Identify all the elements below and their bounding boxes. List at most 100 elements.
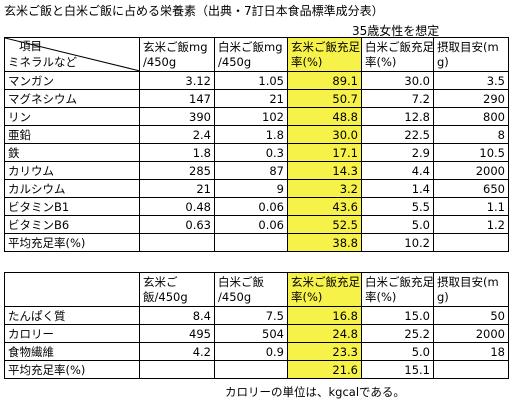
cell: 30.0 xyxy=(361,71,434,90)
cell xyxy=(139,360,215,379)
header-line: /450g xyxy=(218,289,252,304)
corner-top: 項目 xyxy=(19,39,42,53)
cell: 0.63 xyxy=(139,215,215,234)
cell: 504 xyxy=(214,324,288,343)
cell: 0.3 xyxy=(214,143,288,162)
cell: 12.8 xyxy=(361,107,434,126)
row: 平均充足率(%) 21.6 15.1 xyxy=(4,360,509,379)
cell: 3.12 xyxy=(139,71,215,90)
cell: 0.06 xyxy=(214,215,288,234)
cell: 4.2 xyxy=(139,342,215,361)
cell: 1.05 xyxy=(214,71,288,90)
cell: 24.8 xyxy=(287,324,362,343)
corner: 項目 ミネラルなど xyxy=(5,38,139,71)
cell: 3.5 xyxy=(433,71,509,90)
row-label: ビタミンB1 xyxy=(4,197,140,216)
header-line: 率(%) xyxy=(291,289,323,304)
cell: 2000 xyxy=(433,324,509,343)
header-line: /450g xyxy=(143,54,177,69)
row-label: 平均充足率(%) xyxy=(4,233,140,252)
table-1: 項目 ミネラルなど 玄米ご飯mg/450g 白米ご飯mg/450g 玄米ご飯充足 率(%)… xyxy=(4,37,509,252)
cell: 10.2 xyxy=(361,233,434,252)
title: 玄米ご飯と白米ご飯に占める栄養素（出典・7訂日本食品標準成分表） xyxy=(4,4,384,18)
cell: 25.2 xyxy=(361,324,434,343)
cell: 1.8 xyxy=(139,143,215,162)
header-line: 飯/450g xyxy=(143,289,188,304)
row: 鉄 1.8 0.3 17.1 2.9 10.5 xyxy=(4,143,509,162)
row-label: カリウム xyxy=(4,161,140,180)
diagonal xyxy=(5,38,139,71)
cell: 390 xyxy=(139,107,215,126)
cell: 1.1 xyxy=(433,197,509,216)
corner-cell: 項目 ミネラルなど xyxy=(4,37,140,72)
header-line: 摂取目安(m xyxy=(437,39,499,54)
header-line: 玄米ご飯充足 xyxy=(291,274,360,289)
cell: 102 xyxy=(214,107,288,126)
header-row: 項目 ミネラルなど 玄米ご飯mg/450g 白米ご飯mg/450g 玄米ご飯充足 率(%)… xyxy=(4,37,509,72)
cell: 52.5 xyxy=(287,215,362,234)
cell: 15.1 xyxy=(361,360,434,379)
cell xyxy=(214,360,288,379)
column-header: 玄米ご飯mg/450g xyxy=(139,37,215,72)
cell: 0.9 xyxy=(214,342,288,361)
row: カロリー 495 504 24.8 25.2 2000 xyxy=(4,324,509,343)
cell: 3.2 xyxy=(287,179,362,198)
row: 平均充足率(%) 38.8 10.2 xyxy=(4,233,509,252)
row-label: 食物繊維 xyxy=(4,342,140,361)
header-line: 摂取目安(m xyxy=(437,274,499,289)
header-line: g) xyxy=(437,289,449,304)
column-header: 白米ご飯充足 率(%) xyxy=(361,272,434,307)
cell: 1.2 xyxy=(433,215,509,234)
cell: 0.06 xyxy=(214,197,288,216)
cell: 21.6 xyxy=(287,360,362,379)
cell: 1.8 xyxy=(214,125,288,144)
cell xyxy=(139,233,215,252)
row-label: 鉄 xyxy=(4,143,140,162)
cell: 38.8 xyxy=(287,233,362,252)
header-line: 玄米ご飯充足 xyxy=(291,39,360,54)
cell: 290 xyxy=(433,89,509,108)
cell: 30.0 xyxy=(287,125,362,144)
cell: 21 xyxy=(139,179,215,198)
cell: 2.4 xyxy=(139,125,215,144)
row: リン 390 102 48.8 12.8 800 xyxy=(4,107,509,126)
cell: 9 xyxy=(214,179,288,198)
cell: 87 xyxy=(214,161,288,180)
row-label: マグネシウム xyxy=(4,89,140,108)
cell: 14.3 xyxy=(287,161,362,180)
column-header: 摂取目安(m g) xyxy=(433,272,509,307)
row-label: 平均充足率(%) xyxy=(4,360,140,379)
cell: 89.1 xyxy=(287,71,362,90)
row: カルシウム 21 9 3.2 1.4 650 xyxy=(4,179,509,198)
header-line: 白米ご飯 xyxy=(218,274,264,289)
cell xyxy=(433,233,509,252)
header-line: 玄米ご xyxy=(143,274,178,289)
cell: 2.9 xyxy=(361,143,434,162)
cell: 650 xyxy=(433,179,509,198)
row-label: ビタミンB6 xyxy=(4,215,140,234)
header-line: 白米ご飯充足 xyxy=(365,39,434,54)
cell: 23.3 xyxy=(287,342,362,361)
cell: 1.4 xyxy=(361,179,434,198)
corner-cell xyxy=(4,272,140,307)
row-label: リン xyxy=(4,107,140,126)
header-line: 率(%) xyxy=(291,54,323,69)
header-line: 率(%) xyxy=(365,289,397,304)
cell: 10.5 xyxy=(433,143,509,162)
cell: 5.0 xyxy=(361,215,434,234)
cell: 17.1 xyxy=(287,143,362,162)
cell: 50.7 xyxy=(287,89,362,108)
row-label: カルシウム xyxy=(4,179,140,198)
header-line: 率(%) xyxy=(365,54,397,69)
column-header: 白米ご飯mg/450g xyxy=(214,37,288,72)
row: ビタミンB1 0.48 0.06 43.6 5.5 1.1 xyxy=(4,197,509,216)
cell: 0.48 xyxy=(139,197,215,216)
cell: 7.2 xyxy=(361,89,434,108)
cell: 43.6 xyxy=(287,197,362,216)
row-label: たんぱく質 xyxy=(4,306,140,325)
row: 食物繊維 4.2 0.9 23.3 5.0 18 xyxy=(4,342,509,361)
cell: 285 xyxy=(139,161,215,180)
header-line: 白米ご飯充足 xyxy=(365,274,434,289)
cell xyxy=(433,360,509,379)
